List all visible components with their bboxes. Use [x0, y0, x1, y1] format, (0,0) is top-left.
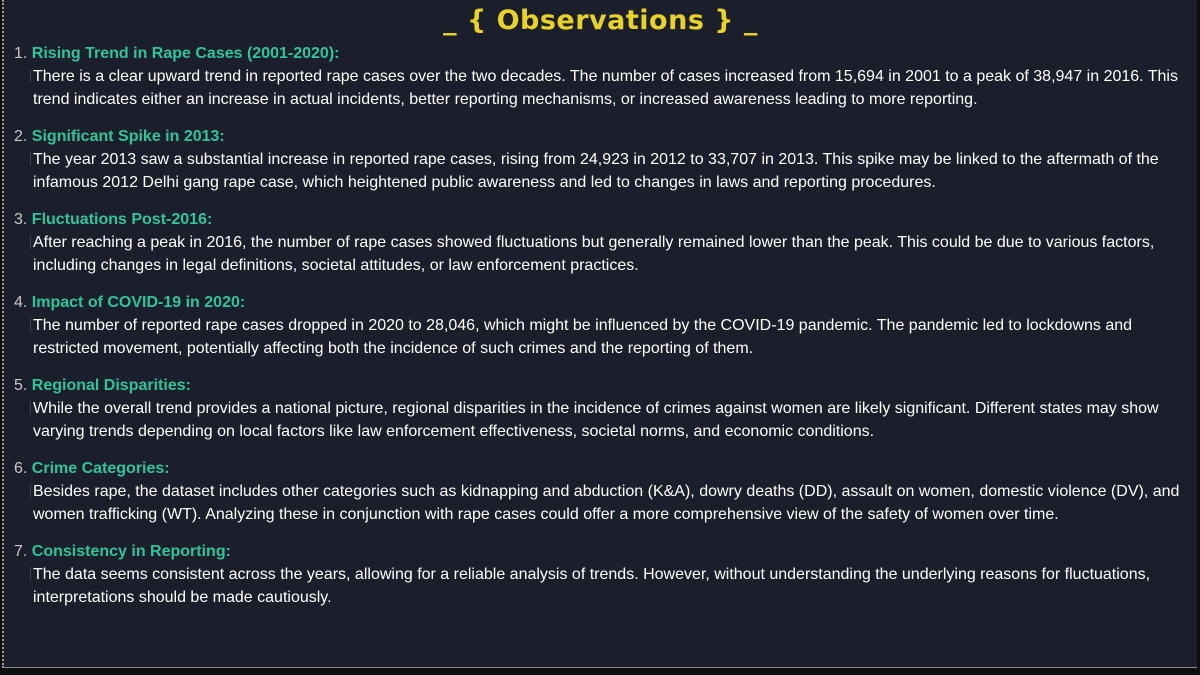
observation-text: After reaching a peak in 2016, the numbe…	[33, 231, 1183, 277]
observation-item-4: 4. Impact of COVID-19 in 2020: The numbe…	[14, 292, 1183, 360]
observation-number: 1.	[14, 45, 28, 62]
observation-heading: Fluctuations Post-2016:	[31, 211, 213, 228]
observation-number: 7.	[14, 543, 28, 560]
observation-item-7: 7. Consistency in Reporting: The data se…	[14, 541, 1183, 609]
observation-item-1: 1. Rising Trend in Rape Cases (2001-2020…	[14, 43, 1183, 111]
observation-header: 4. Impact of COVID-19 in 2020:	[14, 292, 1183, 314]
observation-header: 7. Consistency in Reporting:	[14, 541, 1183, 563]
observation-heading: Regional Disparities:	[31, 377, 191, 394]
observation-heading: Significant Spike in 2013:	[31, 128, 225, 145]
observation-header: 3. Fluctuations Post-2016:	[14, 209, 1183, 231]
observation-number: 4.	[14, 294, 28, 311]
observation-text: While the overall trend provides a natio…	[33, 397, 1183, 443]
observation-header: 5. Regional Disparities:	[14, 375, 1183, 397]
observation-header: 1. Rising Trend in Rape Cases (2001-2020…	[14, 43, 1183, 65]
observation-heading: Impact of COVID-19 in 2020:	[31, 294, 246, 311]
observation-number: 6.	[14, 460, 28, 477]
observation-heading: Consistency in Reporting:	[31, 543, 231, 560]
observations-list: 1. Rising Trend in Rape Cases (2001-2020…	[14, 43, 1183, 624]
observation-text: The number of reported rape cases droppe…	[33, 314, 1183, 360]
observation-number: 2.	[14, 128, 28, 145]
observation-heading: Rising Trend in Rape Cases (2001-2020):	[31, 45, 340, 62]
page-title: _ { Observations } _	[443, 5, 758, 36]
observation-text: There is a clear upward trend in reporte…	[33, 65, 1183, 111]
observation-item-5: 5. Regional Disparities: While the overa…	[14, 375, 1183, 443]
observation-heading: Crime Categories:	[31, 460, 170, 477]
observation-item-2: 2. Significant Spike in 2013: The year 2…	[14, 126, 1183, 194]
observation-text: The year 2013 saw a substantial increase…	[33, 148, 1183, 194]
observation-number: 3.	[14, 211, 28, 228]
observation-text: Besides rape, the dataset includes other…	[33, 480, 1183, 526]
observation-header: 2. Significant Spike in 2013:	[14, 126, 1183, 148]
observation-number: 5.	[14, 377, 28, 394]
observation-item-3: 3. Fluctuations Post-2016: After reachin…	[14, 209, 1183, 277]
observation-item-6: 6. Crime Categories: Besides rape, the d…	[14, 458, 1183, 526]
observation-text: The data seems consistent across the yea…	[33, 563, 1183, 609]
observation-header: 6. Crime Categories:	[14, 458, 1183, 480]
